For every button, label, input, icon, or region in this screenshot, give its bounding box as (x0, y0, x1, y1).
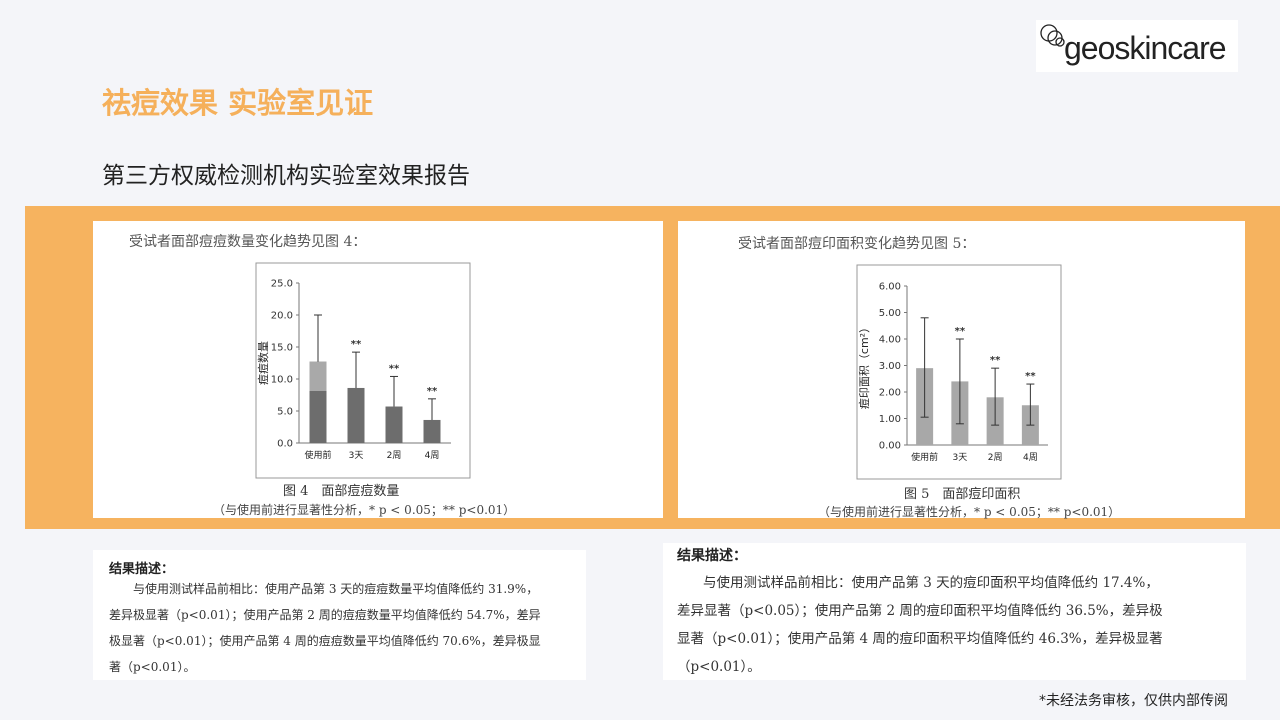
x-tick-label: 3天 (349, 451, 364, 461)
y-tick-label: 5.00 (879, 308, 901, 319)
y-tick-label: 6.00 (879, 282, 901, 293)
brand-logo: geoskincare (1064, 30, 1227, 66)
bar (347, 387, 365, 443)
x-tick-label: 使用前 (911, 451, 938, 463)
page-subtitle: 第三方权威检测机构实验室效果报告 (102, 163, 470, 189)
results2-line: 显著（p<0.01）；使用产品第 4 周的痘印面积平均值降低约 46.3%，差异… (677, 631, 1163, 647)
x-tick-label: 2周 (988, 452, 1003, 463)
significance-mark: ** (955, 326, 966, 337)
results1-line: 极显著（p<0.01）；使用产品第 4 周的痘痘数量平均值降低约 70.6%，差… (109, 634, 541, 648)
figure5-note: （与使用前进行显著性分析，* p < 0.05；** p<0.01） (818, 505, 1121, 519)
bar (423, 419, 441, 443)
footer-disclaimer: *未经法务审核，仅供内部传阅 (1039, 693, 1228, 709)
results2-text: 与使用测试样品前相比：使用产品第 3 天的痘印面积平均值降低约 17.4%， 差… (677, 569, 1243, 681)
figure4-heading: 受试者面部痘痘数量变化趋势见图 4： (129, 234, 367, 250)
y-axis-label: 痘痘数量 (256, 341, 270, 385)
significance-mark: ** (389, 363, 400, 374)
figure5-panel: 受试者面部痘印面积变化趋势见图 5： 6.00 5.00 4.00 3.00 2.00 1… (678, 221, 1245, 519)
results2-line: 差异显著（p<0.05）；使用产品第 2 周的痘印面积平均值降低约 36.5%，… (677, 603, 1163, 619)
figure5-heading: 受试者面部痘印面积变化趋势见图 5： (738, 236, 976, 252)
y-tick-label: 0.00 (879, 441, 901, 452)
results2-panel: 结果描述： 与使用测试样品前相比：使用产品第 3 天的痘印面积平均值降低约 17… (663, 543, 1246, 680)
y-tick-label: 25.0 (271, 279, 293, 290)
significance-mark: ** (427, 386, 438, 397)
bar (385, 406, 403, 443)
y-tick-label: 10.0 (271, 375, 293, 386)
figure4-caption: 图 4 面部痘痘数量 (283, 484, 400, 499)
results1-heading: 结果描述： (109, 562, 175, 577)
y-axis-label: 痘印面积（cm²） (857, 322, 871, 409)
results1-text: 与使用测试样品前相比：使用产品第 3 天的痘痘数量平均值降低约 31.9%， 差… (109, 576, 579, 680)
y-tick-label: 2.00 (879, 388, 901, 399)
x-tick-label: 3天 (953, 453, 968, 463)
x-tick-label: 4周 (425, 450, 440, 461)
results1-line: 与使用测试样品前相比：使用产品第 3 天的痘痘数量平均值降低约 31.9%， (133, 582, 539, 596)
x-tick-label: 2周 (387, 450, 402, 461)
results2-line: 与使用测试样品前相比：使用产品第 3 天的痘印面积平均值降低约 17.4%， (703, 575, 1159, 591)
figure4-panel: 受试者面部痘痘数量变化趋势见图 4： 25.0 20.0 15.0 10.0 5.0 0.… (93, 221, 663, 518)
x-tick-label: 使用前 (304, 449, 331, 461)
significance-mark: ** (990, 355, 1001, 366)
logo-circles-icon (1040, 24, 1065, 47)
significance-mark: ** (1025, 371, 1036, 382)
y-tick-label: 5.0 (277, 407, 293, 418)
results1-line: 著（p<0.01）。 (109, 660, 196, 674)
y-tick-label: 20.0 (271, 311, 293, 322)
y-tick-label: 3.00 (879, 361, 901, 372)
results2-line: （p<0.01）。 (677, 659, 761, 675)
results2-heading: 结果描述： (677, 548, 747, 564)
results1-line: 差异极显著（p<0.01）；使用产品第 2 周的痘痘数量平均值降低约 54.7%… (109, 608, 541, 622)
figure4-note: （与使用前进行显著性分析，* p < 0.05；** p<0.01） (213, 503, 516, 517)
significance-mark: ** (351, 339, 362, 350)
results1-panel: 结果描述： 与使用测试样品前相比：使用产品第 3 天的痘痘数量平均值降低约 31… (93, 550, 586, 680)
figure5-caption: 图 5 面部痘印面积 (904, 487, 1021, 502)
bar-upper-segment (309, 361, 327, 391)
logo-box (1036, 20, 1238, 72)
y-tick-label: 15.0 (271, 343, 293, 354)
y-tick-label: 0.0 (277, 439, 293, 450)
y-tick-label: 1.00 (879, 414, 901, 425)
x-tick-label: 4周 (1023, 452, 1038, 463)
page-title: 祛痘效果 实验室见证 (102, 86, 374, 120)
y-tick-label: 4.00 (879, 335, 901, 346)
figure5-chart: 6.00 5.00 4.00 3.00 2.00 1.00 0.00 痘印面积（cm²） 使用前… (856, 264, 1062, 480)
